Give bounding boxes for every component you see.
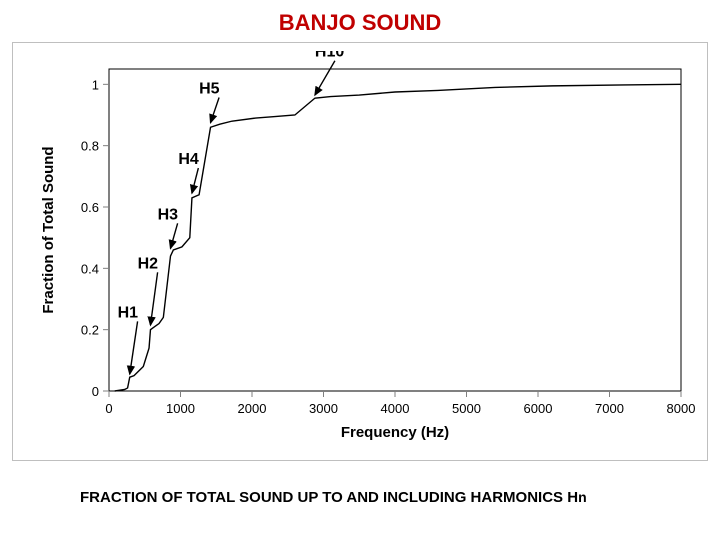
- svg-text:0: 0: [105, 401, 112, 416]
- caption-suffix: n: [578, 489, 587, 505]
- caption: FRACTION OF TOTAL SOUND UP TO AND INCLUD…: [80, 489, 720, 506]
- svg-text:6000: 6000: [524, 401, 553, 416]
- svg-text:H5: H5: [199, 81, 220, 98]
- svg-text:7000: 7000: [595, 401, 624, 416]
- svg-text:0: 0: [92, 384, 99, 399]
- svg-text:5000: 5000: [452, 401, 481, 416]
- svg-text:3000: 3000: [309, 401, 338, 416]
- svg-text:H3: H3: [158, 206, 179, 223]
- svg-text:4000: 4000: [381, 401, 410, 416]
- svg-text:Fraction of Total Sound: Fraction of Total Sound: [40, 146, 57, 313]
- svg-text:0.2: 0.2: [81, 323, 99, 338]
- svg-text:H1: H1: [118, 304, 139, 321]
- svg-text:0.4: 0.4: [81, 261, 99, 276]
- harmonics-chart: 0 1000 2000 3000 4000 5000 6000 7000 8000 0 0.2 0.4…: [21, 51, 701, 451]
- page-title: BANJO SOUND: [0, 10, 720, 36]
- chart-frame: 0 1000 2000 3000 4000 5000 6000 7000 8000 0 0.2 0.4…: [12, 42, 708, 461]
- svg-text:H2: H2: [138, 255, 159, 272]
- svg-text:1000: 1000: [166, 401, 195, 416]
- svg-text:H4: H4: [178, 151, 199, 168]
- svg-text:H10: H10: [315, 51, 344, 61]
- svg-text:0.6: 0.6: [81, 200, 99, 215]
- svg-text:Frequency (Hz): Frequency (Hz): [341, 424, 449, 441]
- svg-text:0.8: 0.8: [81, 139, 99, 154]
- caption-prefix: FRACTION OF TOTAL SOUND UP TO AND INCLUD…: [80, 489, 578, 506]
- svg-text:2000: 2000: [238, 401, 267, 416]
- svg-text:1: 1: [92, 77, 99, 92]
- svg-text:8000: 8000: [667, 401, 696, 416]
